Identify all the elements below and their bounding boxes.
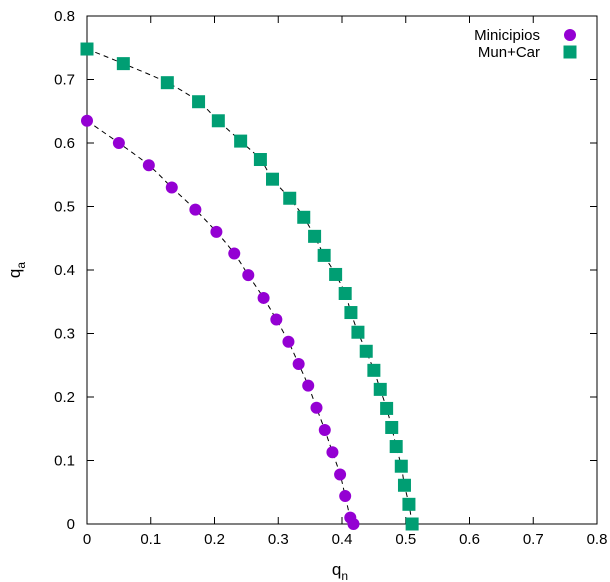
data-point-square (380, 401, 394, 415)
y-tick-label: 0.5 (54, 199, 75, 216)
data-point-square (308, 229, 322, 243)
y-tick-label: 0.7 (54, 72, 75, 89)
y-axis-label-subscript: a (14, 262, 28, 269)
x-tick-label: 0 (83, 531, 91, 548)
data-point-square (266, 172, 280, 186)
data-points (80, 42, 419, 531)
data-point-square (116, 57, 130, 71)
data-point-square (192, 95, 206, 109)
data-point-square (160, 76, 174, 90)
data-point-square (234, 134, 248, 148)
data-point-square (329, 267, 343, 281)
data-point-square (211, 114, 225, 128)
data-point-square (405, 517, 419, 531)
legend-label: Minicipios (474, 27, 540, 44)
data-point-circle (347, 518, 360, 530)
y-tick-label: 0.3 (54, 326, 75, 343)
x-tick-label: 0.1 (140, 531, 161, 548)
y-tick-label: 0.1 (54, 453, 75, 470)
x-tick-label: 0.5 (395, 531, 416, 548)
y-tick-label: 0.4 (54, 262, 75, 279)
data-point-square (367, 363, 381, 377)
data-point-square (344, 306, 358, 320)
fit-curves (86, 48, 413, 525)
data-point-square (389, 440, 403, 454)
data-point-square (317, 248, 331, 262)
data-point-circle (318, 424, 331, 437)
data-point-circle (112, 137, 125, 149)
data-point-square (351, 325, 365, 339)
legend-label: Mun+Car (478, 44, 540, 61)
x-tick-label: 0.7 (523, 531, 544, 548)
data-point-square (253, 153, 267, 167)
x-tick-label: 0.3 (268, 531, 289, 548)
data-point-circle (242, 269, 255, 282)
x-tick-label: 0.8 (587, 531, 608, 548)
data-point-circle (292, 357, 305, 370)
data-point-circle (228, 247, 241, 260)
data-point-circle (142, 159, 155, 172)
data-point-square (394, 459, 408, 473)
data-point-circle (257, 291, 270, 304)
data-point-circle (189, 203, 202, 216)
data-point-circle (165, 181, 178, 194)
legend-marker-square (563, 45, 577, 59)
data-point-circle (334, 468, 347, 481)
data-point-circle (326, 446, 339, 459)
data-point-circle (210, 225, 223, 238)
y-axis-label: qa (5, 262, 28, 278)
y-tick-label: 0.8 (54, 8, 75, 25)
data-point-square (402, 497, 416, 511)
data-point-square (373, 382, 387, 396)
data-point-square (359, 344, 373, 358)
fit-curve (86, 48, 413, 525)
x-tick-label: 0.2 (204, 531, 225, 548)
data-point-square (338, 286, 352, 300)
x-axis-label-subscript: n (341, 569, 348, 582)
data-point-circle (282, 335, 295, 348)
data-point-circle (302, 379, 315, 392)
x-axis-label-main: q (332, 560, 341, 579)
data-point-square (397, 478, 411, 492)
data-point-circle (81, 114, 93, 127)
y-tick-label: 0 (67, 516, 75, 533)
x-tick-label: 0.4 (332, 531, 353, 548)
x-tick-label: 0.6 (459, 531, 480, 548)
data-point-square (80, 42, 94, 56)
data-point-circle (270, 313, 283, 326)
data-point-circle (310, 401, 323, 414)
data-point-square (385, 420, 399, 434)
axis-ticks: 0 0.1 0.2 0.3 0.4 0.5 0.6 0.7 0.8 0 0.1 0.2 0.3 0.4 0.… (54, 8, 607, 548)
y-tick-label: 0.2 (54, 389, 75, 406)
fit-curve (86, 120, 354, 525)
data-point-square (283, 191, 297, 205)
x-axis-label: qn (332, 560, 348, 582)
legend-marker-circle (564, 29, 576, 41)
y-axis-label-main: q (5, 269, 24, 278)
y-tick-label: 0.6 (54, 135, 75, 152)
data-point-square (297, 210, 311, 224)
data-point-circle (339, 490, 352, 503)
